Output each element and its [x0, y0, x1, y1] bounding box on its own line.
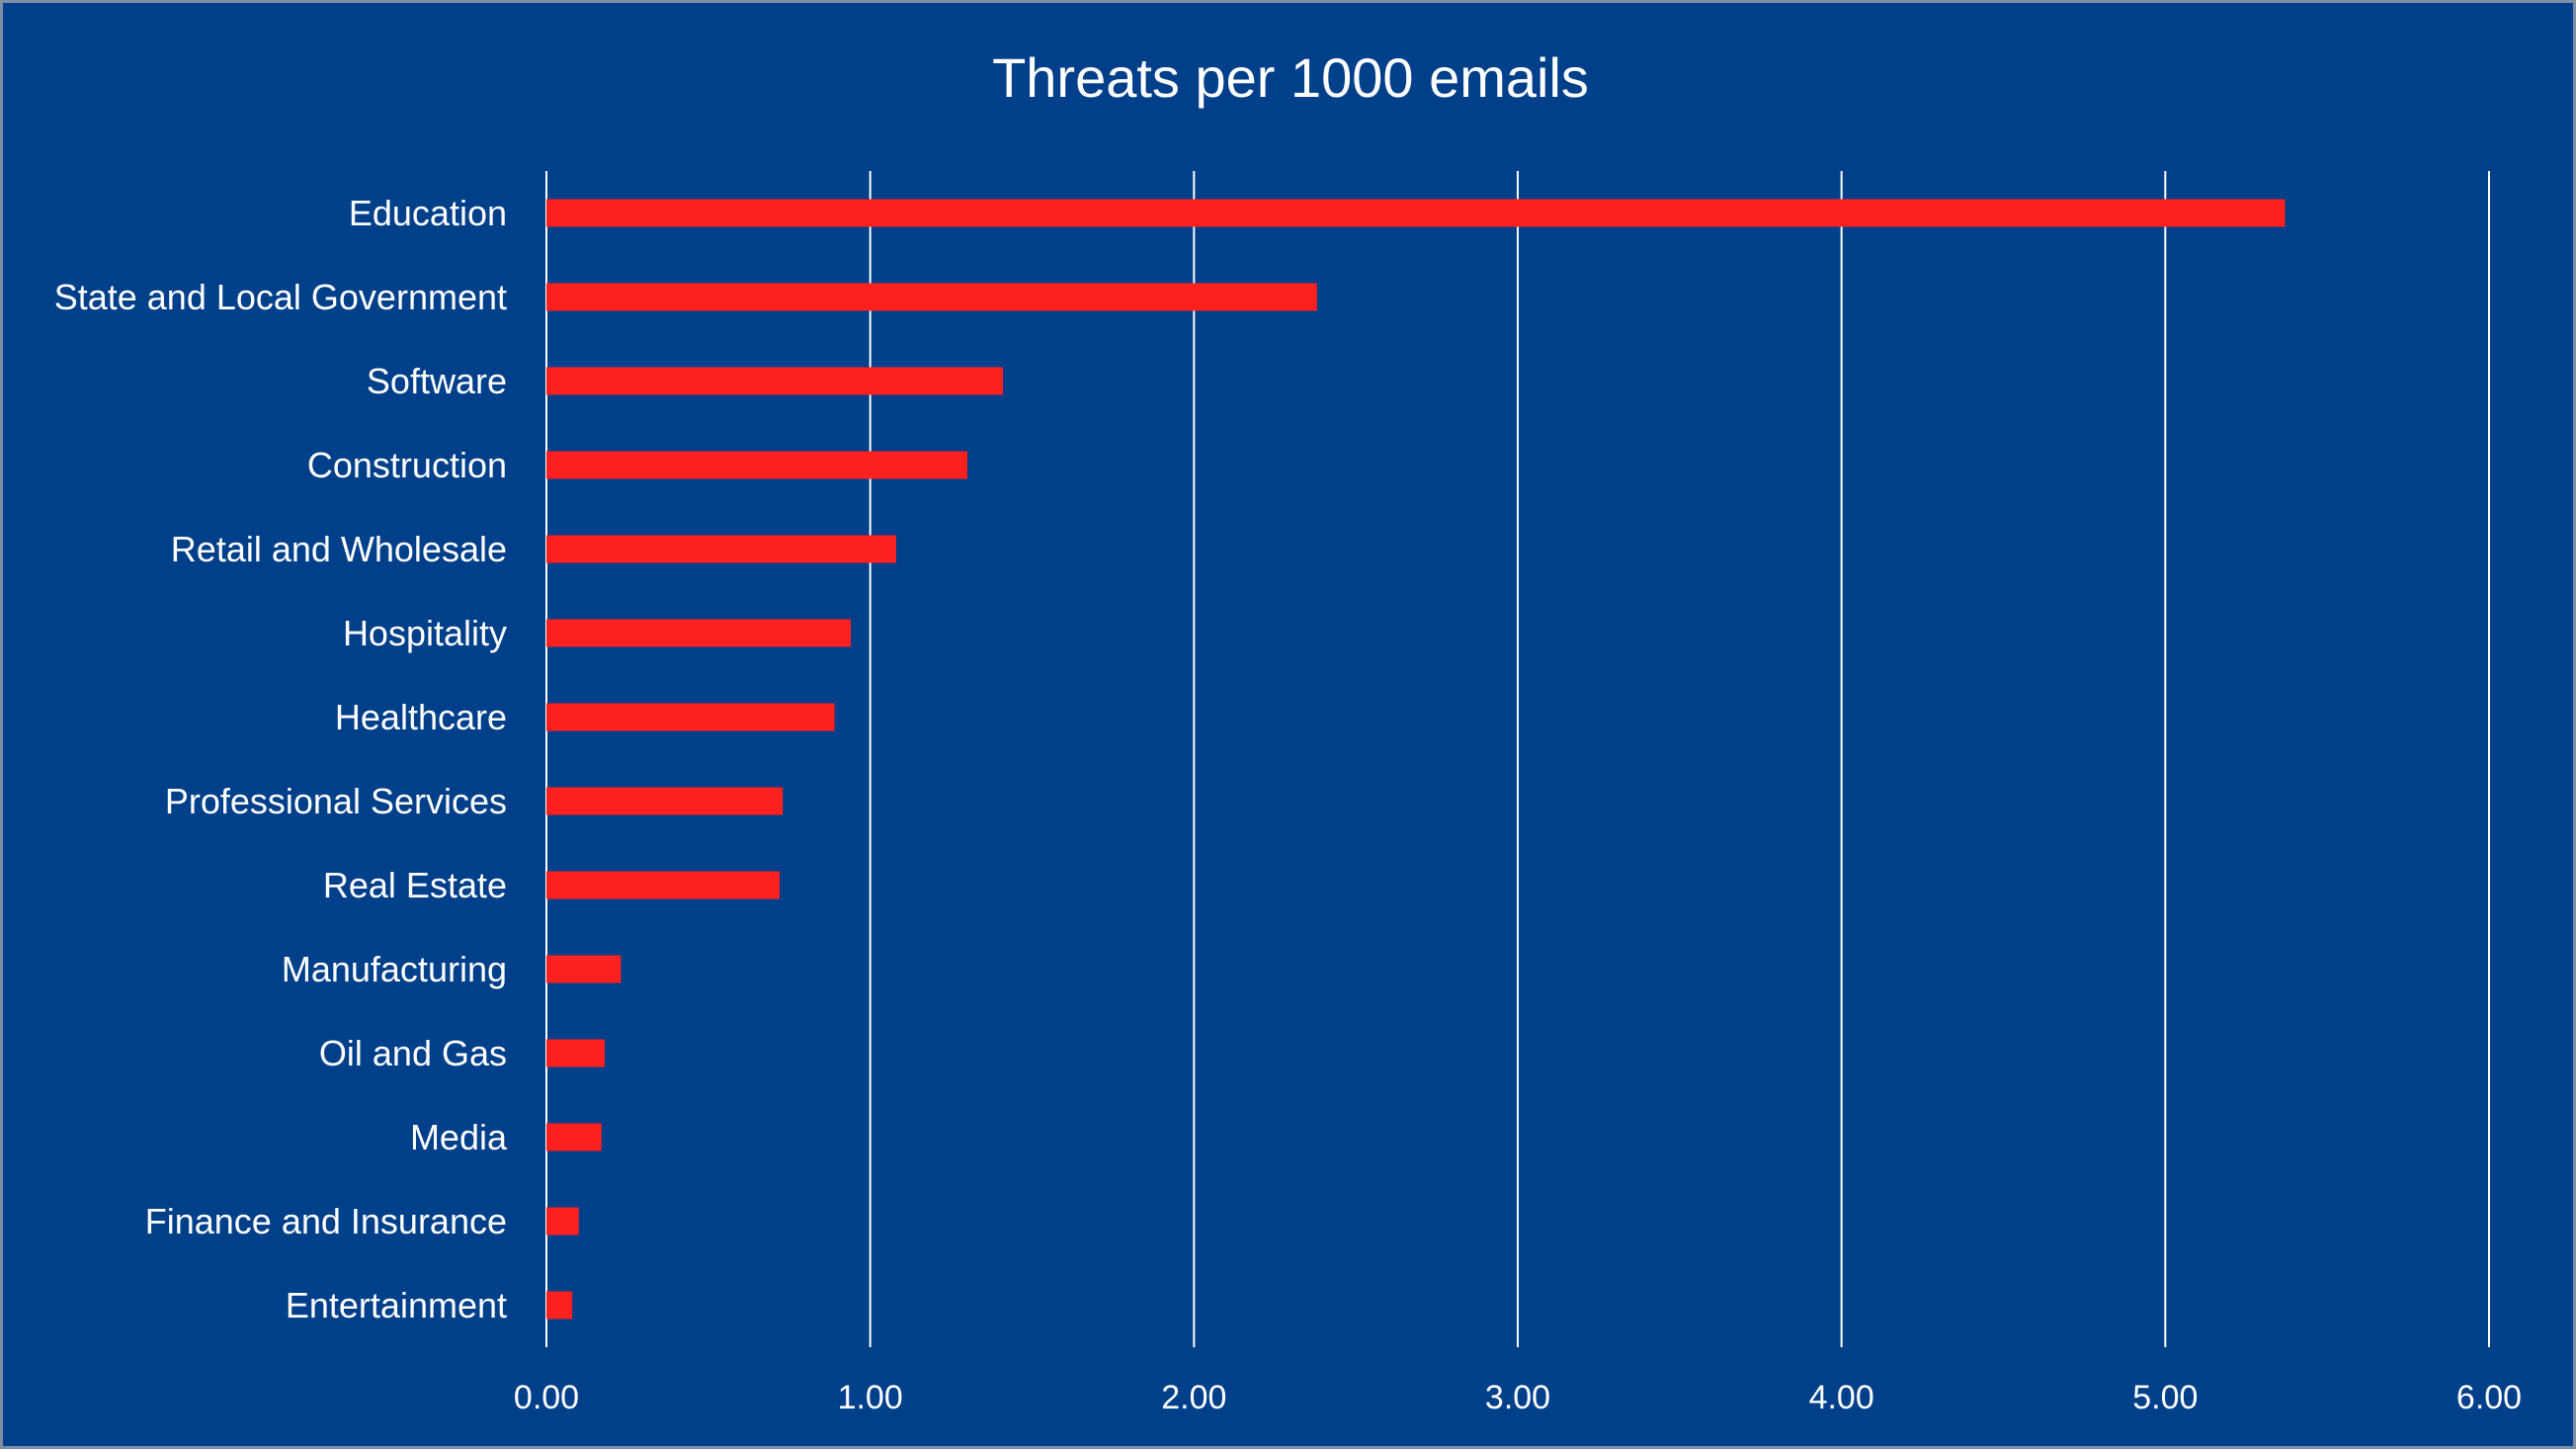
bar-entertainment	[546, 1291, 573, 1320]
x-tick-label: 3.00	[1485, 1379, 1550, 1416]
threats-bar-chart: Threats per 1000 emails Education State a…	[54, 46, 2522, 1416]
category-label: Retail and Wholesale	[171, 529, 507, 569]
category-label: Entertainment	[286, 1285, 507, 1325]
bar-construction	[546, 451, 967, 479]
category-label: Software	[367, 361, 507, 401]
bar-retail-and-wholesale	[546, 535, 896, 563]
x-tick-label: 0.00	[514, 1379, 579, 1416]
gridlines	[545, 171, 2490, 1347]
bar-real-estate	[546, 871, 780, 899]
category-label: Finance and Insurance	[145, 1201, 507, 1241]
x-tick-label: 1.00	[838, 1379, 903, 1416]
x-tick-label: 4.00	[1809, 1379, 1874, 1416]
bar-media	[546, 1123, 602, 1152]
category-label: Oil and Gas	[319, 1033, 507, 1073]
bar-software	[546, 367, 1004, 395]
category-label: Education	[349, 193, 507, 233]
bar-education	[546, 199, 2285, 227]
bar-hospitality	[546, 619, 852, 647]
category-label: Construction	[307, 445, 507, 485]
category-label: Manufacturing	[282, 949, 507, 989]
bar-healthcare	[546, 703, 835, 731]
bar-professional-services	[546, 787, 784, 815]
bar-finance-and-insurance	[546, 1207, 579, 1236]
bar-oil-and-gas	[546, 1039, 605, 1068]
category-label: Real Estate	[323, 865, 507, 905]
category-label: State and Local Government	[54, 277, 507, 317]
bar-state-and-local-government	[546, 283, 1317, 311]
category-label: Hospitality	[343, 613, 507, 653]
category-label: Professional Services	[165, 781, 507, 821]
category-label: Media	[410, 1117, 508, 1157]
x-tick-label: 6.00	[2456, 1379, 2522, 1416]
bar-manufacturing	[546, 955, 622, 983]
x-tick-label: 2.00	[1161, 1379, 1226, 1416]
x-tick-label: 5.00	[2132, 1379, 2198, 1416]
chart-title: Threats per 1000 emails	[992, 46, 1589, 109]
category-label: Healthcare	[335, 697, 507, 737]
category-labels: Education State and Local Government Softw…	[54, 193, 508, 1325]
bars	[546, 199, 2285, 1320]
x-tick-labels: 0.00 1.00 2.00 3.00 4.00 5.00 6.00	[514, 1379, 2522, 1416]
